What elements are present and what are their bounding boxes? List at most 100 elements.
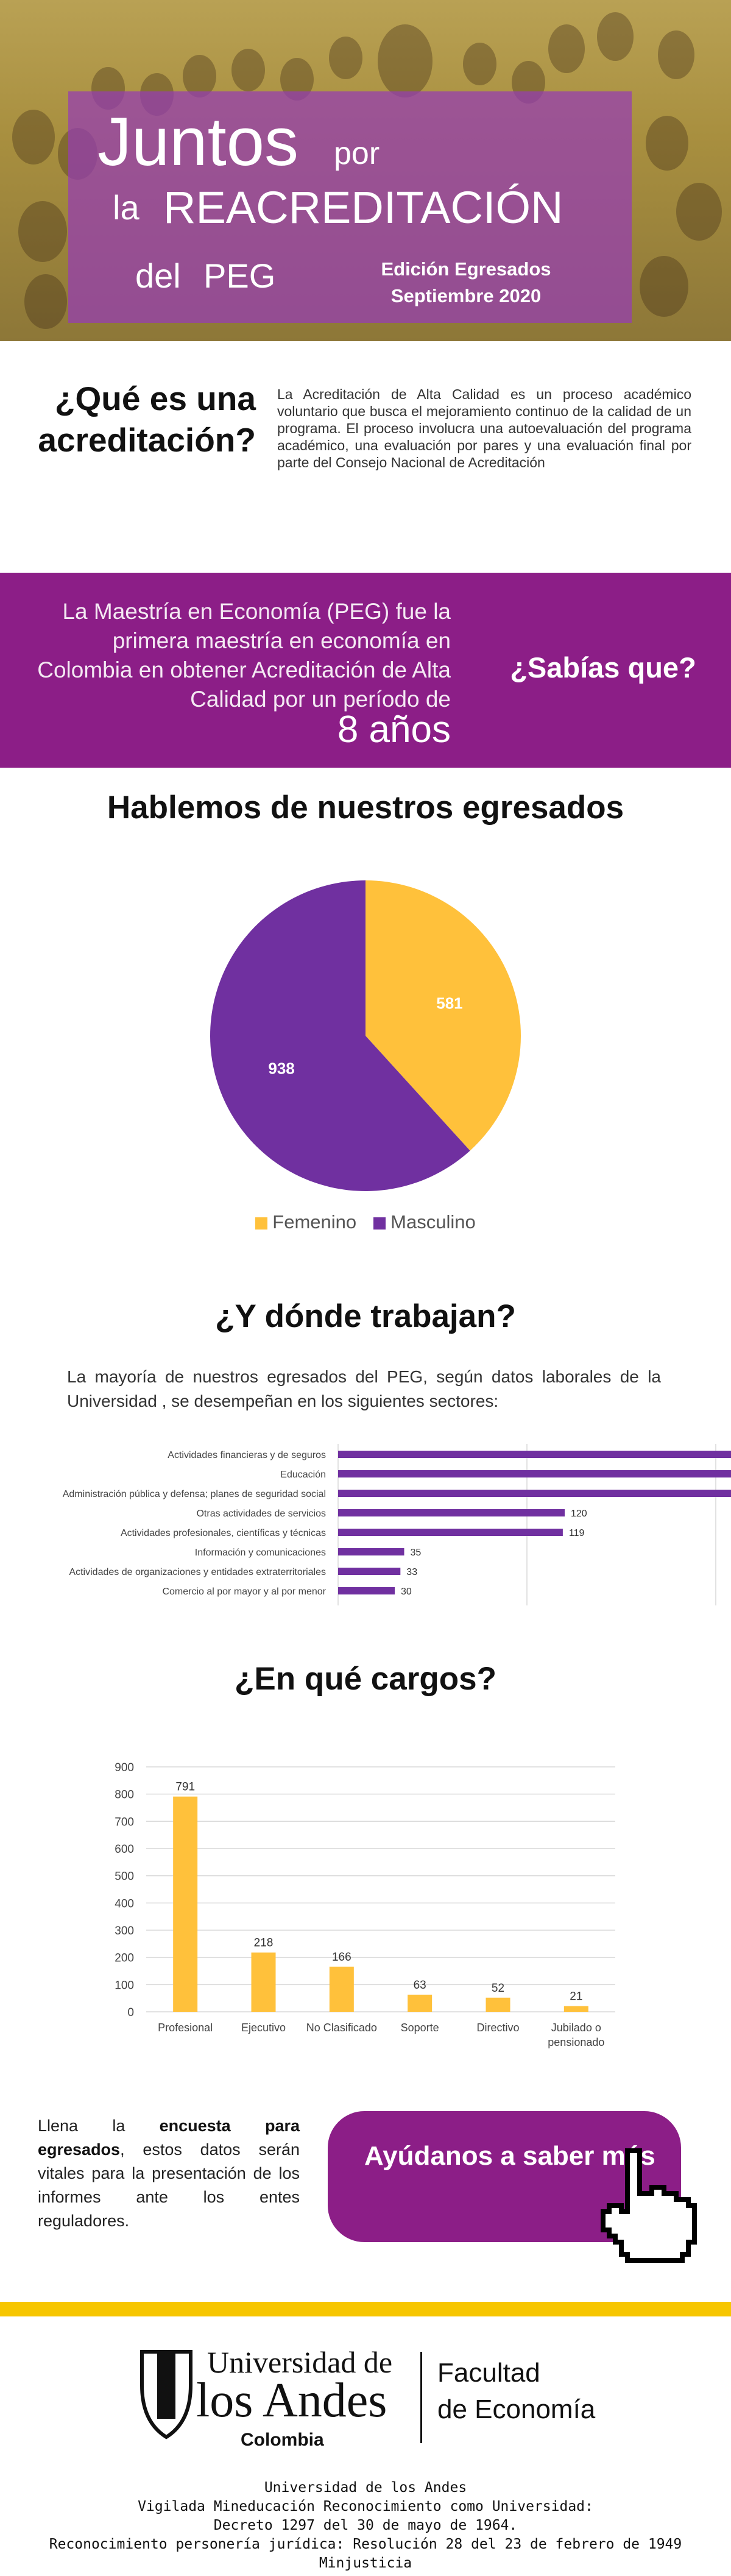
y-tick-label: 0: [127, 2006, 134, 2019]
sector-bar: [338, 1587, 395, 1594]
sabias-text: La Maestría en Economía (PEG) fue la pri…: [37, 599, 451, 712]
sector-value: 120: [571, 1509, 587, 1519]
position-bar: [563, 2006, 588, 2012]
hero-title-overlay: [68, 91, 632, 323]
egresados-title: Hablemos de nuestros egresados: [107, 790, 624, 826]
legend-swatch: [255, 1217, 268, 1230]
sector-label: Educación: [280, 1470, 326, 1480]
position-value: 218: [254, 1937, 274, 1950]
sector-bar: [338, 1490, 731, 1497]
pointer-hand-icon: [601, 2148, 697, 2263]
edition-line-1: Edición Egresados: [381, 258, 551, 280]
sector-value: 33: [406, 1567, 417, 1577]
hero-title-peg: PEG: [203, 257, 276, 295]
sector-value: 119: [569, 1528, 585, 1538]
pie-slice-masculino: [210, 880, 470, 1191]
sector-label: Otras actividades de servicios: [196, 1509, 326, 1519]
gender-pie-chart: 581 938: [210, 880, 521, 1191]
position-bar: [486, 1997, 510, 2012]
y-tick-label: 500: [115, 1870, 134, 1883]
sector-label: Administración pública y defensa; planes…: [63, 1489, 326, 1499]
legal-line-1: Universidad de los Andes: [264, 2480, 467, 2496]
legend-label: Masculino: [390, 1211, 476, 1233]
y-tick-label: 300: [115, 1925, 134, 1937]
logo-divider: [420, 2352, 422, 2443]
y-tick-label: 200: [115, 1952, 134, 1965]
position-value: 63: [414, 1979, 426, 1992]
sector-bar: [338, 1509, 565, 1516]
y-tick-label: 700: [115, 1816, 134, 1828]
sector-bar: [338, 1568, 401, 1575]
pie-value-label: 581: [436, 994, 462, 1013]
legal-line-4: Reconocimiento personería jurídica: Reso…: [49, 2536, 682, 2571]
facultad-line-2: de Economía: [437, 2394, 596, 2424]
sector-bar: [338, 1548, 404, 1555]
position-label: Soporte: [401, 2022, 439, 2034]
position-label: Profesional: [158, 2022, 213, 2034]
position-value: 52: [492, 1982, 504, 1995]
sectors-intro: La mayoría de nuestros egresados del PEG…: [67, 1367, 661, 1410]
position-value: 21: [570, 1990, 582, 2003]
facultad-line-1: Facultad: [437, 2358, 540, 2388]
position-bar: [329, 1966, 354, 2012]
pie-value-label: 938: [268, 1059, 294, 1077]
footer-accent-bar: [0, 2302, 731, 2316]
hero-title-la: la: [113, 188, 139, 227]
que-es-title: ¿Qué es una acreditación?: [38, 380, 256, 459]
sector-label: Actividades profesionales, científicas y…: [121, 1528, 326, 1538]
trabajan-title: ¿Y dónde trabajan?: [215, 1298, 516, 1334]
edition-label: Edición Egresados Septiembre 2020: [375, 256, 557, 310]
position-label: No Clasificado: [306, 2022, 377, 2034]
sector-value: 30: [401, 1587, 412, 1597]
sabias-band: La Maestría en Economía (PEG) fue la pri…: [0, 573, 731, 768]
survey-link[interactable]: encuesta para egresados: [38, 2117, 300, 2159]
help-us-button-label: Ayúdanos a saber más: [364, 2141, 655, 2171]
y-tick-label: 100: [115, 1979, 134, 1992]
hero-title-reacreditacion: REACREDITACIÓN: [163, 182, 563, 233]
sector-label: Información y comunicaciones: [195, 1548, 326, 1558]
sector-value: 35: [411, 1548, 422, 1558]
logo-colombia: Colombia: [241, 2430, 324, 2450]
pie-slice-femenino: [366, 880, 521, 1151]
y-tick-label: 900: [115, 1761, 134, 1774]
position-bar: [251, 1952, 276, 2012]
position-value: 791: [175, 1781, 195, 1794]
sabias-years: 8 años: [337, 709, 451, 751]
y-tick-label: 800: [115, 1789, 134, 1802]
legend-label: Femenino: [272, 1211, 357, 1233]
edition-line-2: Septiembre 2020: [390, 285, 542, 306]
legal-footer: Universidad de los Andes Vigilada Minedu…: [0, 2479, 731, 2573]
que-es-text: La Acreditación de Alta Calidad es un pr…: [277, 386, 691, 470]
legend-item-femenino: Femenino: [255, 1211, 356, 1233]
legal-line-3: Decreto 1297 del 30 de mayo de 1964.: [213, 2518, 518, 2533]
logo-universidad-de: Universidad de: [207, 2345, 393, 2379]
logo-los-andes: los Andes: [196, 2374, 387, 2427]
sector-bar: [338, 1470, 731, 1477]
sector-label: Actividades de organizaciones y entidade…: [69, 1567, 326, 1577]
sector-label: Actividades financieras y de seguros: [168, 1450, 326, 1460]
sector-bar: [338, 1451, 731, 1458]
position-label: pensionado: [548, 2036, 604, 2048]
sabias-question: ¿Sabías que?: [510, 651, 696, 684]
hero-title-del: del: [135, 257, 181, 295]
position-label: Ejecutivo: [241, 2022, 286, 2034]
legend-swatch: [373, 1217, 386, 1230]
cargos-title: ¿En qué cargos?: [235, 1661, 496, 1697]
position-bar: [173, 1796, 198, 2012]
hero-title-por: por: [334, 136, 380, 171]
sector-bar: [338, 1529, 563, 1536]
sectors-bar-chart: Actividades financieras y de seguros294E…: [63, 1444, 731, 1605]
survey-text-start: Llena la: [38, 2117, 125, 2135]
position-bar: [408, 1994, 433, 2012]
position-label: Directivo: [476, 2022, 519, 2034]
survey-invitation: Llena la encuesta para egresados, estos …: [38, 2114, 300, 2233]
hero-banner: Juntos por la REACREDITACIÓN del PEG Edi…: [0, 0, 731, 341]
y-tick-label: 600: [115, 1843, 134, 1856]
pie-legend: Femenino Masculino: [0, 1211, 731, 1233]
y-tick-label: 400: [115, 1897, 134, 1910]
uniandes-emblem-icon: [140, 2350, 192, 2440]
sector-label: Comercio al por mayor y al por menor: [162, 1587, 326, 1597]
legend-item-masculino: Masculino: [373, 1211, 476, 1233]
position-value: 166: [332, 1951, 351, 1964]
